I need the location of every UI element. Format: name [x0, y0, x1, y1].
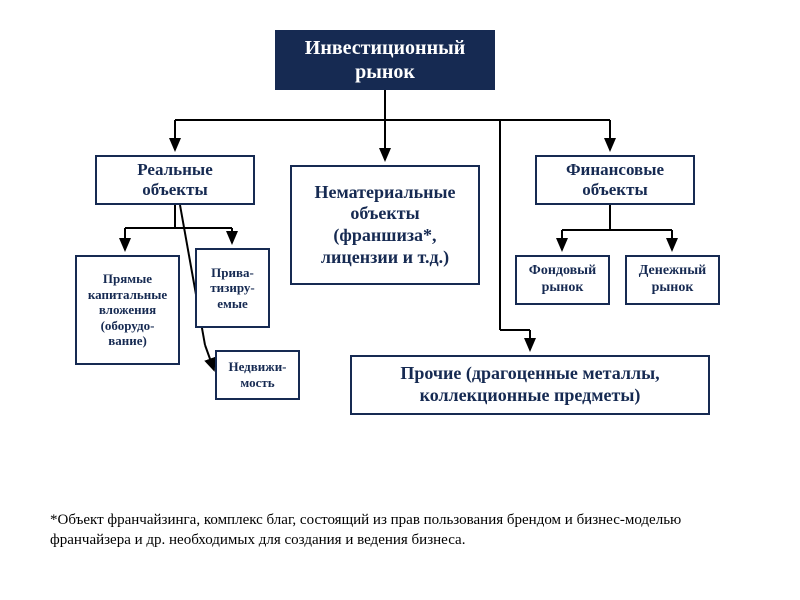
node-privatized: Прива-тизиру-емые — [195, 248, 270, 328]
node-intangible-objects: Нематериальные объекты (франшиза*, лицен… — [290, 165, 480, 285]
node-other: Прочие (драгоценные металлы, коллекционн… — [350, 355, 710, 415]
node-direct-capital: Прямые капитальные вложения (оборудо-ван… — [75, 255, 180, 365]
footnote-text: *Объект франчайзинга, комплекс благ, сос… — [50, 511, 750, 550]
node-financial-objects: Финансовые объекты — [535, 155, 695, 205]
node-root: Инвестиционный рынок — [275, 30, 495, 90]
node-real-objects: Реальные объекты — [95, 155, 255, 205]
node-stock-market: Фондовый рынок — [515, 255, 610, 305]
node-real-estate: Недвижи-мость — [215, 350, 300, 400]
node-money-market: Денежный рынок — [625, 255, 720, 305]
